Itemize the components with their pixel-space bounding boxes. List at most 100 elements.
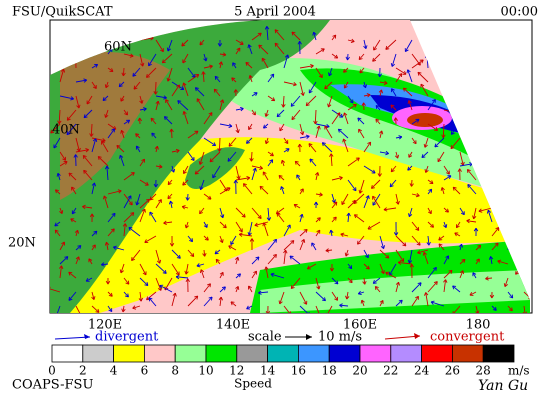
wind-arrow: [182, 206, 189, 209]
wind-arrowhead: [255, 256, 260, 261]
wind-arrow: [279, 123, 285, 132]
wind-arrow: [91, 64, 98, 69]
wind-arrowhead: [110, 228, 115, 233]
wind-arrowhead: [385, 150, 389, 156]
wind-arrow: [164, 277, 173, 291]
wind-arrow: [385, 271, 397, 279]
wind-arrow: [139, 277, 149, 286]
wind-arrowhead: [194, 295, 199, 300]
wind-arrow: [91, 138, 97, 153]
wind-arrow: [299, 229, 308, 237]
wind-arrow: [120, 263, 125, 274]
wind-arrow: [281, 160, 285, 167]
wind-arrow: [75, 256, 80, 265]
wind-arrow: [167, 39, 173, 52]
wind-arrow: [276, 207, 285, 215]
wind-arrowhead: [415, 226, 420, 231]
wind-arrow: [59, 95, 74, 100]
wind-arrowhead: [318, 74, 323, 79]
wind-arrow: [259, 185, 269, 195]
wind-arrowhead: [515, 270, 519, 275]
wind-arrowhead: [337, 128, 342, 133]
wind-arrow: [235, 39, 244, 45]
wind-arrowhead: [346, 212, 351, 217]
wind-arrow: [347, 277, 353, 283]
wind-arrow: [299, 188, 304, 195]
wind-arrowhead: [454, 232, 459, 237]
wind-arrow: [171, 292, 176, 307]
wind-arrow: [343, 138, 349, 153]
wind-arrow: [475, 258, 480, 265]
scale-label: scale: [248, 330, 282, 345]
wind-arrow: [136, 193, 141, 206]
wind-arrowhead: [221, 286, 226, 291]
wind-arrow: [373, 39, 381, 51]
wind-arrowhead: [280, 186, 285, 191]
wind-arrowhead: [281, 103, 286, 108]
wind-arrowhead: [415, 193, 420, 198]
wind-arrowhead: [456, 224, 460, 229]
wind-arrowhead: [352, 103, 357, 108]
wind-arrow: [290, 277, 301, 289]
wind-arrow: [91, 305, 100, 313]
wind-arrowhead: [264, 266, 269, 271]
wind-arrow: [398, 261, 413, 265]
wind-arrowhead: [303, 228, 308, 233]
wind-arrow: [315, 123, 330, 128]
wind-arrow: [459, 151, 464, 166]
wind-arrowhead: [380, 245, 385, 250]
wind-arrow: [171, 84, 180, 97]
wind-arrowhead: [218, 61, 223, 66]
wind-arrowhead: [276, 113, 281, 118]
wind-arrow: [443, 221, 447, 228]
colorbar-box: [143, 344, 176, 363]
wind-arrow: [330, 230, 333, 237]
wind-arrow: [107, 190, 122, 195]
wind-arrow: [258, 44, 269, 55]
wind-arrow: [59, 161, 68, 167]
colorbar-box: [113, 344, 145, 363]
wind-arrowhead: [254, 222, 259, 227]
colorbar-box: [359, 344, 392, 363]
divergent-arrowhead: [84, 334, 90, 339]
wind-arrowhead: [264, 140, 270, 145]
wind-arrow: [361, 299, 365, 307]
wind-arrowhead: [54, 189, 59, 194]
wind-arrow: [122, 305, 125, 313]
wind-arrowhead: [246, 176, 251, 181]
wind-arrowhead: [142, 271, 147, 276]
wind-arrowhead: [126, 119, 131, 124]
wind-arrowhead: [108, 308, 113, 313]
wind-arrowhead: [166, 47, 171, 52]
wind-arrow: [487, 209, 493, 223]
wind-arrow: [219, 99, 224, 111]
colorbar: 0 2 4 6 8 10 12 14 16 18 20 22 24 26 28 m/s: [48, 344, 530, 378]
wind-arrow: [214, 76, 221, 83]
wind-arrow: [325, 249, 333, 252]
wind-arrowhead: [219, 271, 224, 276]
wind-arrowhead: [163, 220, 167, 225]
wind-arrow: [219, 53, 226, 56]
wind-arrowhead: [140, 62, 145, 67]
wind-arrow: [171, 165, 175, 173]
wind-arrowhead: [457, 168, 462, 173]
wind-arrow: [66, 123, 77, 135]
wind-arrowhead: [379, 300, 384, 304]
wind-arrow: [59, 151, 66, 161]
wind-arrowhead: [262, 171, 267, 176]
wind-arrow: [155, 277, 162, 291]
wind-arrowhead: [180, 86, 185, 90]
wind-arrow: [452, 186, 461, 195]
wind-arrowhead: [389, 183, 394, 188]
wind-arrow: [248, 44, 253, 55]
wind-arrowhead: [276, 212, 281, 217]
wind-arrowhead: [259, 185, 264, 190]
wind-arrowhead: [217, 148, 222, 152]
wind-arrow: [267, 254, 277, 265]
wind-arrowhead: [443, 224, 448, 229]
wind-arrowhead: [79, 314, 82, 317]
wind-arrowhead: [345, 56, 350, 61]
wind-arrow: [144, 235, 157, 243]
wind-arrowhead: [430, 223, 435, 228]
lat-label: 20N: [8, 236, 36, 251]
